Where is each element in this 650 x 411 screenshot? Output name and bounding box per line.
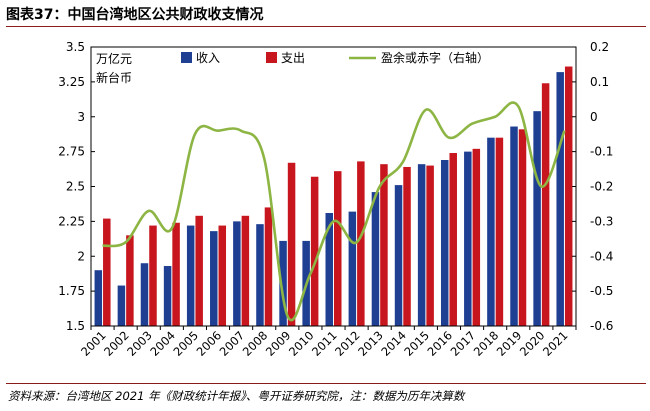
income-bar xyxy=(117,285,126,326)
expenditure-bar xyxy=(403,166,411,326)
income-bar xyxy=(371,192,380,326)
bar-layer xyxy=(94,66,573,327)
x-tick-label: 2006 xyxy=(194,328,225,359)
legend-expenditure-swatch xyxy=(266,52,277,63)
x-tick-label: 2017 xyxy=(448,328,479,359)
y-axis-label-line: 新台币 xyxy=(96,70,132,85)
x-tick-label: 2009 xyxy=(263,328,294,359)
x-tick-label: 2008 xyxy=(240,328,271,359)
income-bar xyxy=(556,72,564,326)
income-bar xyxy=(417,164,426,326)
x-tick-label: 2004 xyxy=(147,328,178,359)
x-tick-label: 2010 xyxy=(286,328,317,359)
y2-tick-label: 0 xyxy=(590,110,598,124)
income-bar xyxy=(533,111,541,326)
income-bar xyxy=(325,213,333,326)
x-tick-label: 2002 xyxy=(101,328,132,359)
income-bar xyxy=(394,185,403,326)
plot-frame xyxy=(90,46,577,327)
x-tick-label: 2003 xyxy=(124,328,155,359)
source-note: 资料来源：台湾地区 2021 年《财政统计年报》、粤开证券研究院，注：数据为历年… xyxy=(8,389,465,403)
expenditure-bar xyxy=(287,162,296,326)
income-bar xyxy=(510,126,518,326)
y-axis-label-line: 万亿元 xyxy=(96,51,132,66)
y-tick-label: 2.75 xyxy=(58,145,85,159)
expenditure-bar xyxy=(380,164,388,326)
income-bar xyxy=(186,225,195,326)
legend: 收入 支出 盈余或赤字（右轴） xyxy=(181,50,489,65)
expenditure-bar xyxy=(449,153,457,326)
y2-tick-label: -0.6 xyxy=(590,319,613,333)
expenditure-bar xyxy=(564,66,573,326)
x-tick-label: 2014 xyxy=(378,328,409,359)
income-bar xyxy=(256,224,264,326)
y2-tick-label: -0.1 xyxy=(590,145,613,159)
expenditure-bar xyxy=(357,161,365,326)
expenditure-bar xyxy=(334,171,342,326)
income-bar xyxy=(464,151,472,326)
expenditure-bar xyxy=(264,207,273,326)
income-bar xyxy=(94,270,103,326)
line-layer xyxy=(102,101,566,322)
expenditure-bar xyxy=(426,165,434,326)
expenditure-bar xyxy=(541,83,550,327)
income-bar xyxy=(487,137,495,326)
title-rule xyxy=(6,26,646,27)
income-bar xyxy=(348,211,357,326)
y-tick-label: 2 xyxy=(77,249,85,263)
y2-tick-label: -0.5 xyxy=(590,284,613,298)
expenditure-bar xyxy=(103,218,111,326)
income-bar xyxy=(279,240,287,326)
x-tick-label: 2020 xyxy=(517,328,548,359)
x-tick-label: 2016 xyxy=(424,328,455,359)
y2-tick-label: -0.3 xyxy=(590,214,613,228)
figure-title: 图表37：中国台湾地区公共财政收支情况 xyxy=(6,7,264,23)
y-axis-label: 万亿元新台币 xyxy=(96,51,132,85)
expenditure-bar xyxy=(149,225,157,326)
x-tick-label: 2007 xyxy=(217,328,248,359)
x-tick-label: 2021 xyxy=(540,328,571,359)
income-bar xyxy=(233,221,241,326)
income-bar xyxy=(440,159,449,326)
y-tick-label: 3.25 xyxy=(58,75,85,89)
legend-balance-label: 盈余或赤字（右轴） xyxy=(381,50,489,65)
y2-tick-label: 0.1 xyxy=(590,75,609,89)
x-tick-label: 2019 xyxy=(494,328,525,359)
expenditure-bar xyxy=(310,176,319,326)
x-tick-label: 2012 xyxy=(332,328,363,359)
y-tick-label: 1.75 xyxy=(58,284,85,298)
expenditure-bar xyxy=(241,215,250,326)
y2-tick-label: -0.2 xyxy=(590,180,613,194)
expenditure-bar xyxy=(218,225,227,326)
legend-income-label: 收入 xyxy=(196,51,220,65)
income-bar xyxy=(210,231,218,326)
x-tick-label: 2018 xyxy=(471,328,502,359)
x-tick-label: 2011 xyxy=(309,328,340,359)
y-tick-label: 1.5 xyxy=(66,319,85,333)
balance-line xyxy=(102,101,566,322)
y-tick-label: 3 xyxy=(77,110,85,124)
income-bar xyxy=(140,263,149,326)
expenditure-bar xyxy=(172,222,180,326)
y2-tick-label: -0.4 xyxy=(590,249,613,263)
expenditure-bar xyxy=(195,215,203,326)
x-tick-label: 2015 xyxy=(401,328,432,359)
y-tick-label: 2.25 xyxy=(58,214,85,228)
expenditure-bar xyxy=(518,129,527,326)
income-bar xyxy=(163,266,172,326)
legend-income-swatch xyxy=(181,52,192,63)
expenditure-bar xyxy=(495,137,504,326)
y-tick-label: 2.5 xyxy=(66,180,85,194)
expenditure-bar xyxy=(472,148,481,326)
x-tick-label: 2013 xyxy=(355,328,386,359)
y2-tick-label: 0.2 xyxy=(590,40,609,54)
expenditure-bar xyxy=(126,235,134,326)
source-rule xyxy=(6,383,646,384)
legend-expenditure-label: 支出 xyxy=(281,51,305,65)
y-tick-label: 3.5 xyxy=(66,40,85,54)
x-tick-label: 2005 xyxy=(170,328,201,359)
